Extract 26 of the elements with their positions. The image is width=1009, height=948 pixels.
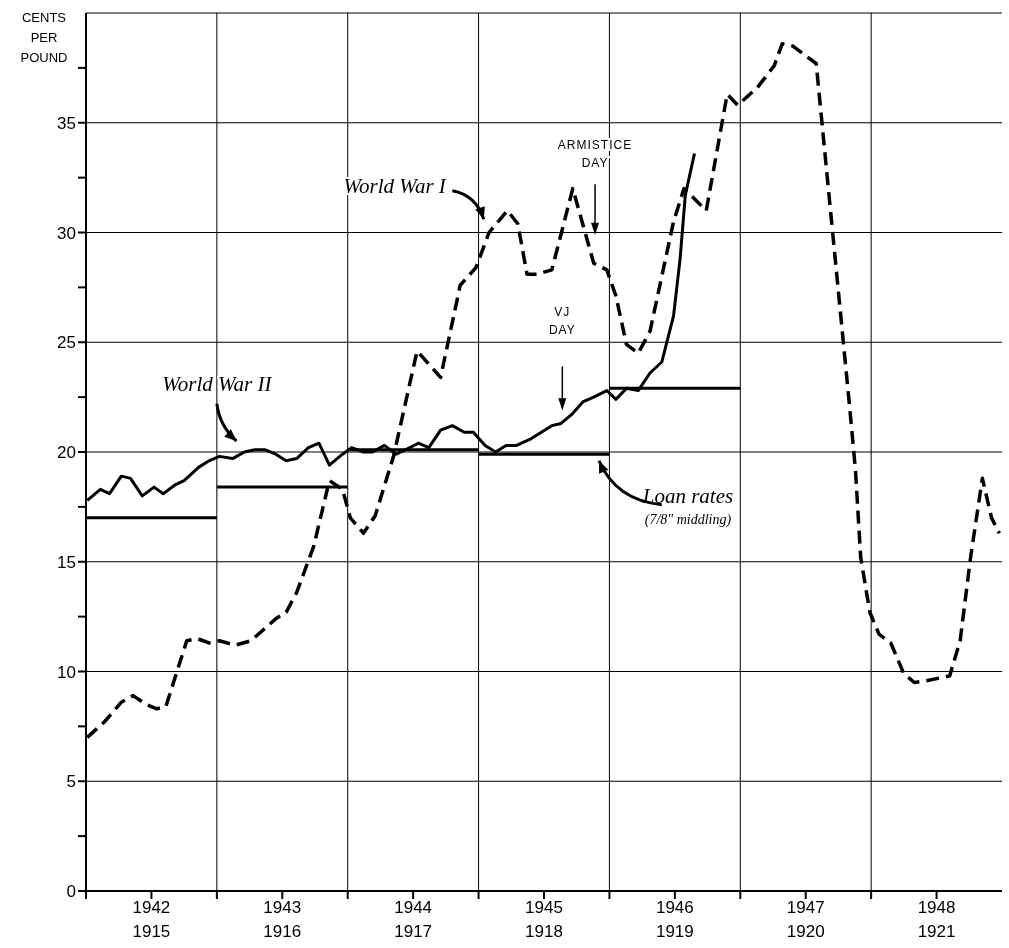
- y-tick-label: 5: [66, 772, 76, 792]
- x-tick-label: 1947: [786, 898, 825, 918]
- y-tick-label: 20: [57, 443, 76, 463]
- annotation: (7/8" middling): [644, 512, 732, 529]
- y-tick-label: 15: [57, 552, 76, 572]
- x-tick-label: 1942: [132, 898, 171, 918]
- x-tick-label: 1943: [263, 898, 302, 918]
- x2-tick-label: 1917: [394, 922, 433, 942]
- text: World War II: [162, 371, 273, 396]
- y-tick-label: 30: [57, 223, 76, 243]
- x-tick-label: 1945: [525, 898, 563, 918]
- x2-tick-label: 1918: [525, 922, 563, 942]
- x2-tick-label: 1915: [132, 922, 171, 942]
- x-tick-label: 1944: [394, 898, 433, 918]
- y-tick-label: 10: [57, 662, 76, 682]
- y-axis-title: CENTS PER POUND: [20, 10, 68, 65]
- x2-tick-label: 1919: [655, 922, 694, 942]
- x2-tick-label: 1920: [786, 922, 825, 942]
- x-tick-label: 1946: [655, 898, 694, 918]
- y-tick-label: 25: [57, 333, 76, 353]
- annotation: VJ DAY: [548, 304, 576, 337]
- y-tick-label: 35: [57, 113, 76, 133]
- x-tick-label: 1948: [917, 898, 956, 918]
- x2-tick-label: 1916: [263, 922, 302, 942]
- x2-tick-label: 1921: [917, 922, 956, 942]
- y-tick-label: 0: [66, 882, 76, 902]
